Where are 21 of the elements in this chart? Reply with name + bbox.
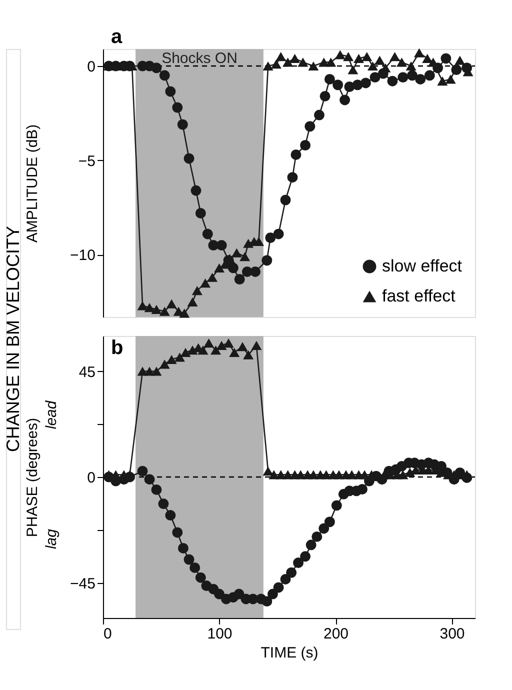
x-tick-label: 300 (440, 626, 465, 642)
y-axis-title: AMPLITUDE (dB) (24, 124, 42, 243)
text: CHANGE IN BM VELOCITY (3, 226, 23, 452)
annotation: b (111, 337, 124, 359)
y-tick-label: −10 (70, 247, 96, 264)
x-tick-label: 200 (323, 626, 349, 642)
y-tick-label: −45 (70, 575, 96, 592)
y-axis-title: PHASE (degrees) (24, 418, 42, 538)
y-tick-label: 0 (87, 470, 96, 486)
x-axis-title: TIME (s) (260, 644, 318, 662)
text: lead (43, 400, 60, 430)
y-tick-label: 0 (87, 58, 96, 76)
legend-label: slow effect (382, 256, 462, 276)
x-tick-label: 0 (104, 626, 112, 642)
text: a (111, 26, 123, 48)
text: lag (43, 528, 60, 550)
x-tick-label: 100 (207, 626, 232, 642)
legend-label: fast effect (382, 286, 456, 306)
y-tick-label: −5 (78, 152, 96, 170)
band-label: Shocks ON (162, 50, 238, 67)
y-tick-label: 45 (78, 364, 96, 381)
